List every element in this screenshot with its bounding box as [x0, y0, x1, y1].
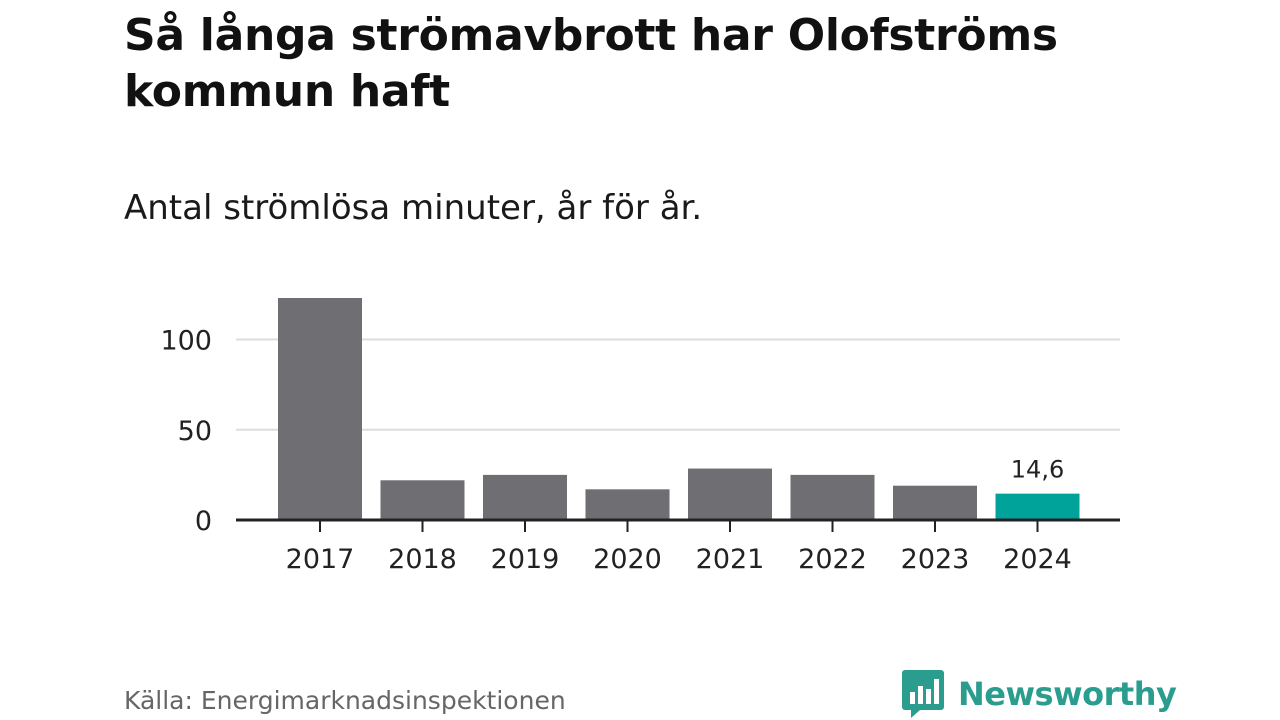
y-tick-label: 0 [195, 506, 212, 537]
bar-2020 [585, 489, 670, 520]
bar-2017 [278, 298, 362, 520]
bar-2019 [483, 474, 567, 520]
bar-2022 [790, 474, 875, 520]
bar-2024 [995, 493, 1080, 520]
chart-title: Så långa strömavbrott har Olofströms kom… [124, 10, 1058, 117]
y-tick-label: 100 [160, 326, 212, 357]
bar-2021 [688, 468, 772, 520]
y-tick-label: 50 [178, 416, 212, 447]
x-tick-label: 2017 [286, 544, 355, 575]
x-tick-label: 2022 [798, 544, 867, 575]
newsworthy-logo-icon [902, 670, 944, 718]
x-tick-label: 2019 [491, 544, 560, 575]
brand-name: Newsworthy [958, 675, 1177, 713]
bar-2023 [893, 485, 977, 520]
chart-subtitle: Antal strömlösa minuter, år för år. [124, 188, 703, 228]
x-tick-label: 2021 [696, 544, 765, 575]
source-note: Källa: Energimarknadsinspektionen [124, 686, 566, 715]
x-tick-label: 2020 [593, 544, 662, 575]
bar-2018 [380, 480, 465, 520]
x-tick-label: 2023 [901, 544, 970, 575]
x-tick-label: 2024 [1003, 544, 1072, 575]
brand-logo: Newsworthy [902, 670, 1177, 718]
data-label: 14,6 [1011, 456, 1064, 484]
x-tick-label: 2018 [388, 544, 457, 575]
